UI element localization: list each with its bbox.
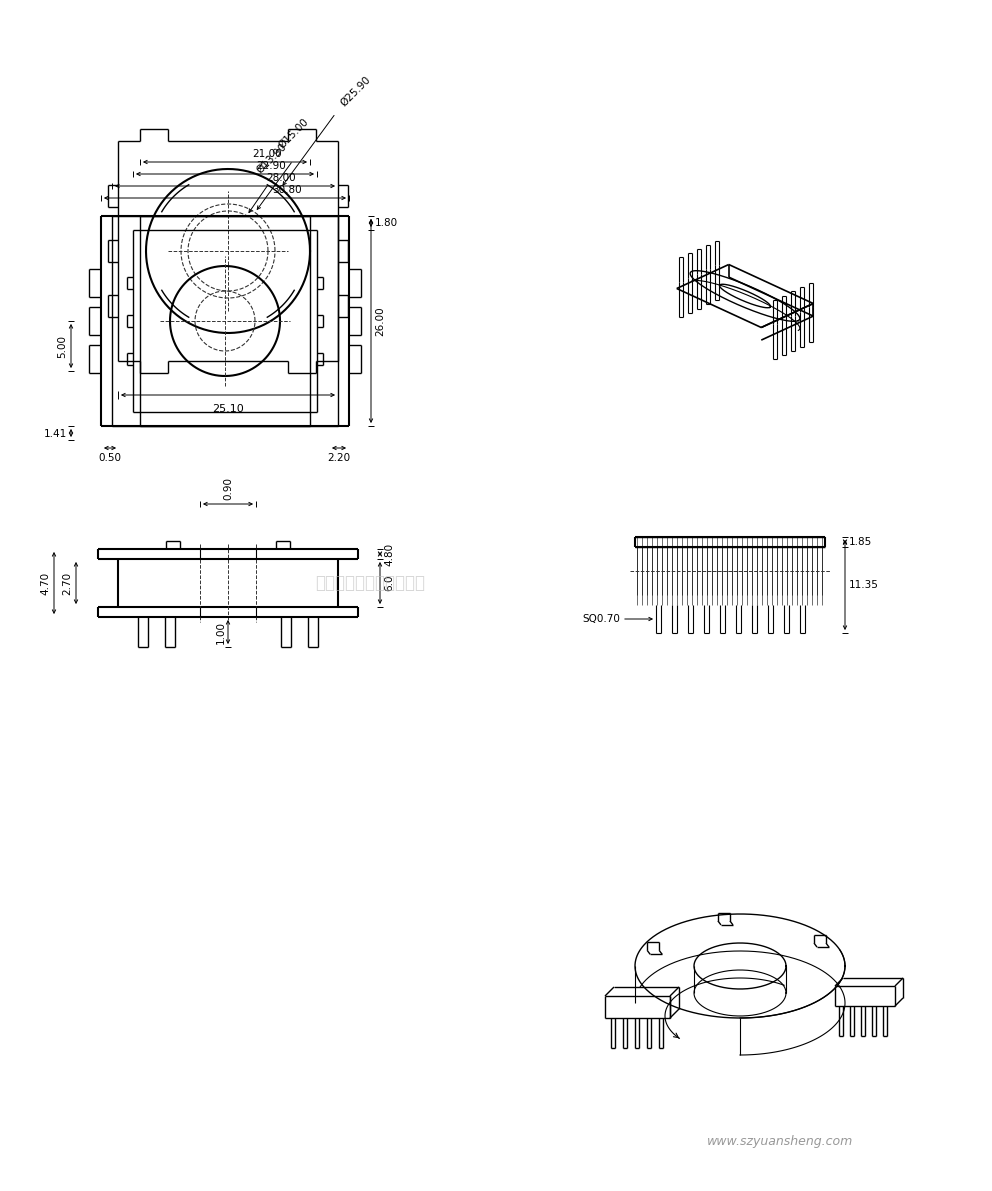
Text: SQ0.70: SQ0.70 <box>582 615 620 624</box>
Text: Ø25.90: Ø25.90 <box>338 74 373 108</box>
Text: 0.50: 0.50 <box>98 453 121 463</box>
Text: 1.41: 1.41 <box>44 429 67 439</box>
Text: 深圳市源升塑胶有限公司: 深圳市源升塑胶有限公司 <box>315 574 425 592</box>
Text: 21.00: 21.00 <box>252 149 282 160</box>
Text: 6.0: 6.0 <box>384 575 394 591</box>
Text: Ø15.00: Ø15.00 <box>277 117 310 150</box>
Text: 28.00: 28.00 <box>266 173 296 183</box>
Text: 0.90: 0.90 <box>223 478 233 500</box>
Text: 5.00: 5.00 <box>57 335 67 357</box>
Text: 30.80: 30.80 <box>272 185 302 195</box>
Text: 2.20: 2.20 <box>327 453 350 463</box>
Text: Ø13.90: Ø13.90 <box>255 142 289 176</box>
Text: 11.35: 11.35 <box>849 580 879 590</box>
Text: 25.10: 25.10 <box>212 404 244 414</box>
Text: 1.85: 1.85 <box>849 537 872 547</box>
Text: 4.70: 4.70 <box>40 572 50 594</box>
Text: 4.80: 4.80 <box>384 542 394 566</box>
Text: 1.00: 1.00 <box>216 621 226 643</box>
Text: 22.90: 22.90 <box>256 161 286 172</box>
Text: 26.00: 26.00 <box>375 306 385 336</box>
Text: 1.80: 1.80 <box>375 218 398 227</box>
Text: 2.70: 2.70 <box>62 572 72 594</box>
Text: www.szyuansheng.com: www.szyuansheng.com <box>707 1135 853 1147</box>
